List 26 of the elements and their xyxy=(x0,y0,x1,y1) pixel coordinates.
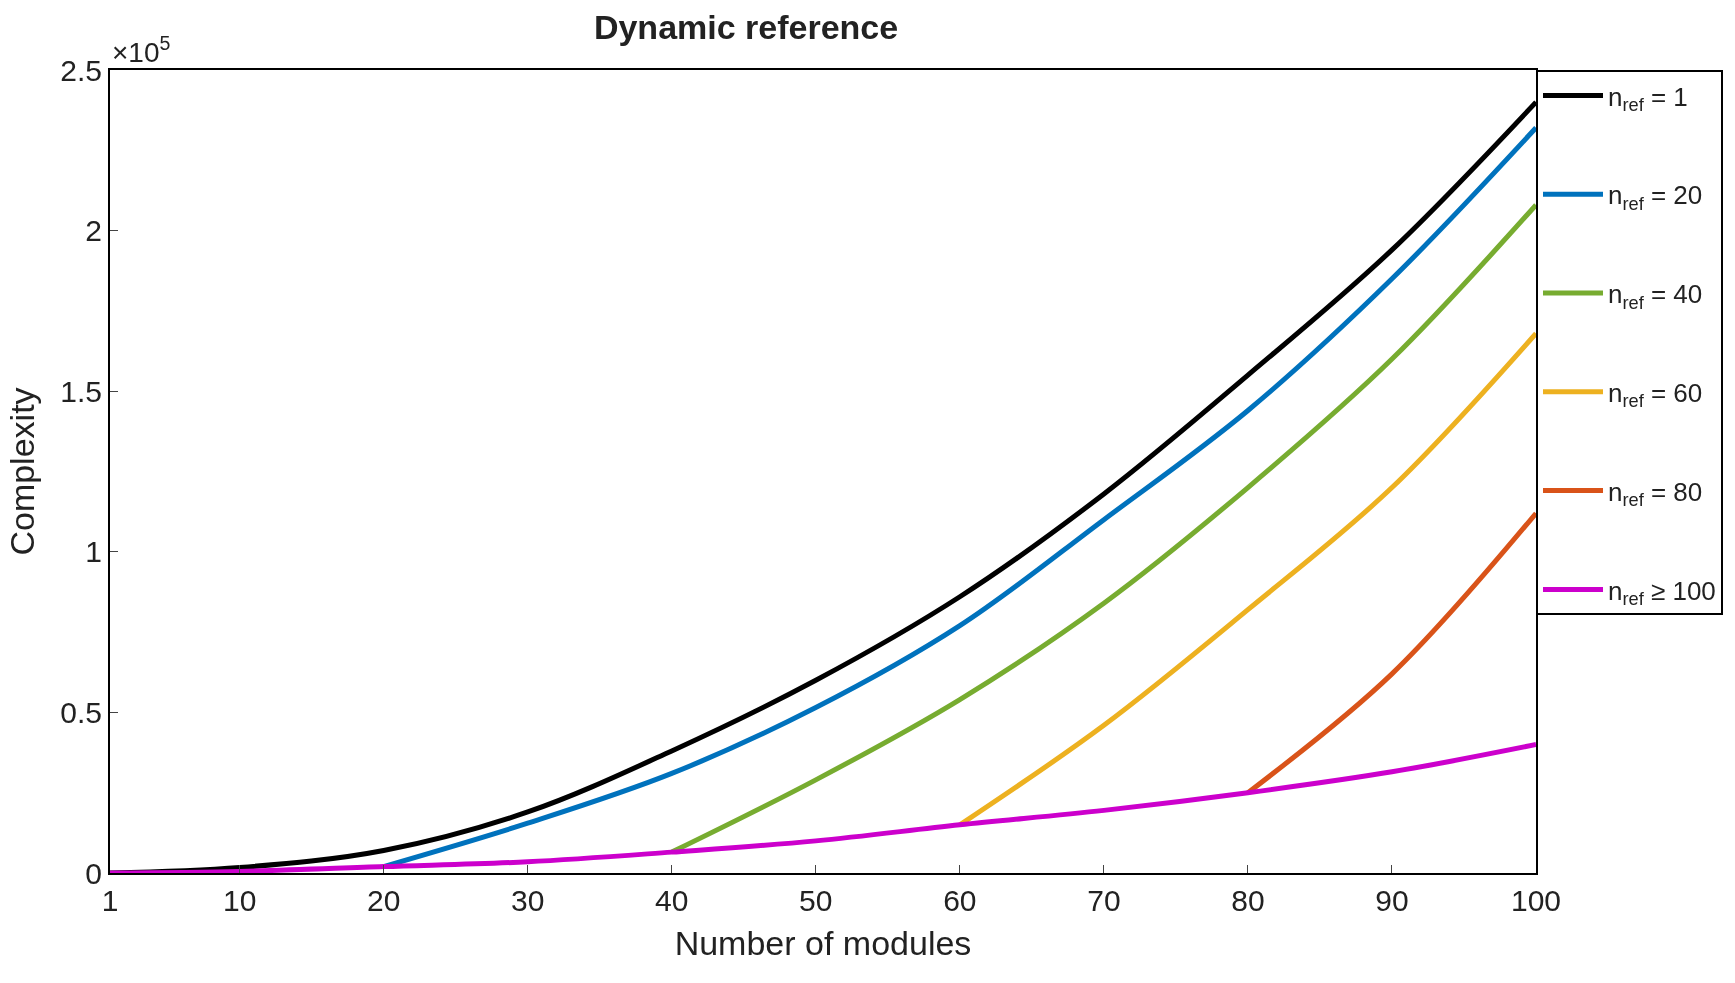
legend-label: n$_{ref}$ = 40 xyxy=(1608,279,1703,313)
legend-label: n$_{ref}$ = 80 xyxy=(1608,476,1703,511)
x-tick-label: 60 xyxy=(943,884,977,917)
y-axis-title: Complexity xyxy=(3,387,42,556)
y-tick-label: 2.5 xyxy=(60,53,102,87)
y-tick-label: 0 xyxy=(85,856,102,890)
x-tick-label: 10 xyxy=(222,884,257,917)
y-tick-label: 1.5 xyxy=(60,374,102,408)
x-tick-label: 50 xyxy=(799,884,833,917)
y-tick-label: 0.5 xyxy=(60,695,102,729)
chart-title: Dynamic reference xyxy=(593,7,899,46)
legend-label: n$_{ref}$ = 60 xyxy=(1608,377,1703,412)
x-tick-label: 30 xyxy=(511,884,545,917)
x-tick-label: 90 xyxy=(1375,884,1409,917)
legend-label: n$_{ref}$ ≥ 100 xyxy=(1608,575,1716,609)
x-tick-label: 70 xyxy=(1087,884,1121,917)
y-tick-label: 2 xyxy=(85,214,102,248)
x-tick-label: 20 xyxy=(366,884,401,917)
x-tick-label: 80 xyxy=(1231,884,1265,917)
x-axis-title: Number of modules xyxy=(674,923,972,962)
x-tick-label: 40 xyxy=(655,884,689,917)
y-tick-label: 1 xyxy=(85,535,102,569)
x-tick-label: 100 xyxy=(1510,884,1562,917)
legend-label: n$_{ref}$ = 20 xyxy=(1608,180,1703,214)
text: ×10$^{5}$ xyxy=(112,32,171,68)
legend-label: n$_{ref}$ = 1 xyxy=(1608,81,1688,115)
